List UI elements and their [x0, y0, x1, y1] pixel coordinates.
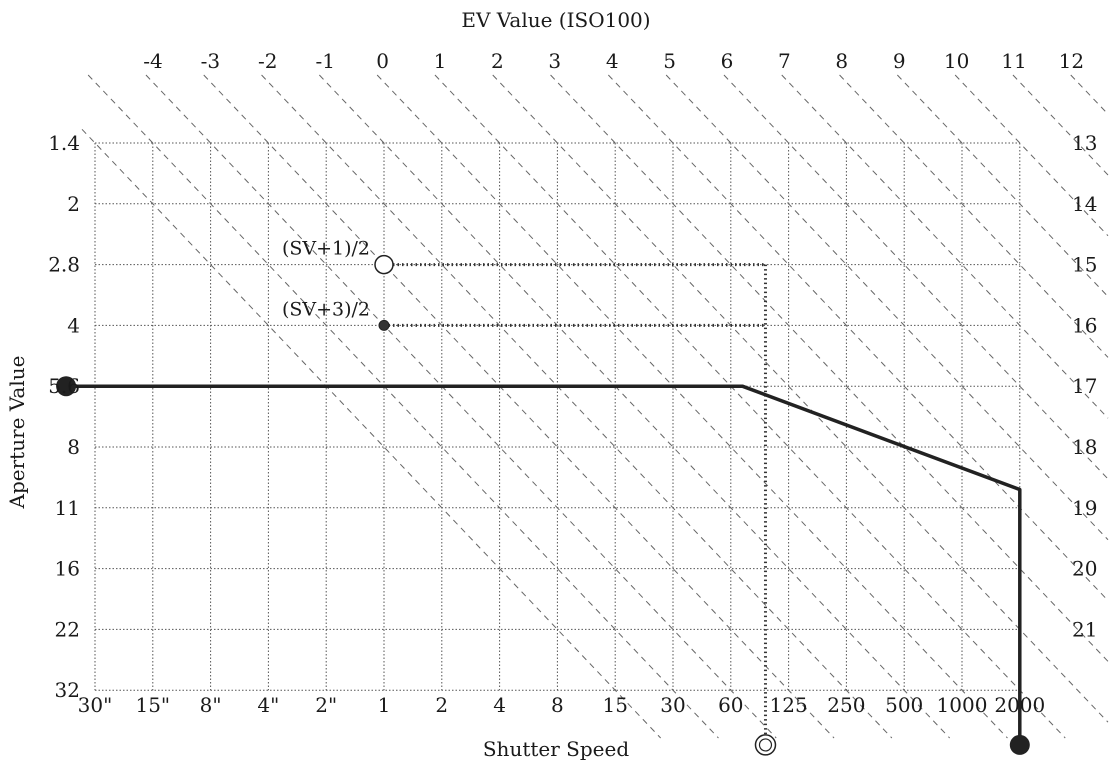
- ev-diagonal: [550, 74, 1109, 662]
- ev-right-label: 17: [1072, 374, 1097, 398]
- x-tick-label: 4": [257, 693, 279, 717]
- ev-top-label: -1: [315, 49, 334, 73]
- ev-diagonal: [1012, 74, 1109, 176]
- ev-diagonal: [81, 128, 662, 739]
- endpoint-marker-inner: [758, 738, 773, 752]
- ev-diagonal-lines: [81, 74, 1109, 739]
- ev-right-label: 15: [1072, 253, 1097, 277]
- top-axis-title: EV Value (ISO100): [461, 8, 650, 32]
- x-tick-label: 15": [135, 693, 170, 717]
- y-tick-label: 11: [55, 496, 80, 520]
- ev-diagonal: [87, 74, 719, 739]
- x-tick-label: 2: [435, 693, 448, 717]
- ev-diagonal: [434, 74, 1066, 739]
- ev-diagonal: [376, 74, 1008, 739]
- x-tick-label: 30": [78, 693, 113, 717]
- markers: [56, 254, 1030, 756]
- endpoint-marker: [1009, 734, 1030, 755]
- y-tick-label: 5.6: [48, 374, 80, 398]
- ev-top-label: 5: [663, 49, 676, 73]
- ev-diagonal: [665, 74, 1109, 541]
- ev-top-label: -4: [143, 49, 162, 73]
- y-tick-label: 22: [55, 617, 80, 641]
- ev-top-label: 12: [1059, 49, 1084, 73]
- x-tick-label: 1: [378, 693, 391, 717]
- y-tick-label: 4: [67, 313, 80, 337]
- endpoint-marker: [754, 734, 777, 756]
- x-tick-label: 2000: [994, 693, 1045, 717]
- y-tick-label: 32: [55, 678, 80, 702]
- ev-right-label: 13: [1072, 131, 1097, 155]
- ev-diagonal: [723, 74, 1109, 480]
- x-tick-label: 8: [551, 693, 564, 717]
- grid: [94, 142, 1021, 691]
- x-tick-label: 250: [827, 693, 865, 717]
- ev-diagonal: [492, 74, 1109, 723]
- ev-diagonal: [145, 74, 777, 739]
- ev-diagonal: [1070, 74, 1109, 115]
- y-tick-label: 16: [55, 557, 80, 581]
- dotted-guides: [384, 263, 767, 739]
- y-tick-label: 8: [67, 435, 80, 459]
- ev-right-label: 21: [1072, 617, 1097, 641]
- y-axis-title: Aperture Value: [5, 356, 29, 510]
- ev-diagonal: [203, 74, 835, 739]
- ev-right-label: 20: [1072, 557, 1097, 581]
- ev-right-label: 16: [1072, 313, 1097, 337]
- program-line: [66, 384, 1022, 751]
- ev-top-label: 11: [1001, 49, 1026, 73]
- ev-top-label: 6: [721, 49, 734, 73]
- ev-diagonal: [896, 74, 1109, 297]
- ev-top-label: -3: [201, 49, 220, 73]
- ev-top-label: 9: [893, 49, 906, 73]
- x-tick-label: 2": [315, 693, 337, 717]
- ev-diagonal: [781, 74, 1109, 419]
- x-tick-label: 15: [602, 693, 627, 717]
- ev-diagonal: [839, 74, 1109, 358]
- labels: 30" 15" 8" 4" 2" 1 2 4 8 15 30 60 125 250 500 1000 20001…: [48, 49, 1097, 717]
- x-tick-label: 60: [718, 693, 743, 717]
- ev-top-label: -2: [258, 49, 277, 73]
- y-tick-label: 2.8: [48, 253, 80, 277]
- ev-diagonal: [318, 74, 951, 739]
- annotation-marker: [378, 319, 390, 331]
- x-tick-label: 30: [660, 693, 685, 717]
- ev-diagonal: [607, 74, 1109, 601]
- x-tick-label: 1000: [937, 693, 988, 717]
- ev-top-label: 7: [778, 49, 791, 73]
- ev-top-label: 10: [944, 49, 969, 73]
- annotation-label: (SV+3)/2: [282, 298, 370, 320]
- annotation-label: (SV+1)/2: [282, 238, 370, 260]
- x-tick-label: 8": [200, 693, 222, 717]
- ev-top-label: 8: [835, 49, 848, 73]
- ev-top-label: 0: [376, 49, 389, 73]
- endpoint-marker: [56, 376, 77, 397]
- ev-top-label: 4: [606, 49, 619, 73]
- ev-right-label: 14: [1072, 192, 1097, 216]
- x-tick-label: 125: [770, 693, 808, 717]
- program-line-path: [66, 384, 1022, 751]
- ev-diagonal: [954, 74, 1109, 237]
- annotation-marker: [374, 254, 394, 275]
- x-axis-title: Shutter Speed: [483, 737, 629, 761]
- x-tick-label: 4: [493, 693, 506, 717]
- ev-top-label: 2: [491, 49, 504, 73]
- y-tick-label: 1.4: [48, 131, 80, 155]
- ev-right-label: 19: [1072, 496, 1097, 520]
- ev-top-label: 3: [548, 49, 561, 73]
- y-tick-label: 2: [67, 192, 80, 216]
- ev-diagonal: [261, 74, 893, 739]
- ev-right-label: 18: [1072, 435, 1097, 459]
- ev-top-label: 1: [434, 49, 447, 73]
- x-tick-label: 500: [885, 693, 923, 717]
